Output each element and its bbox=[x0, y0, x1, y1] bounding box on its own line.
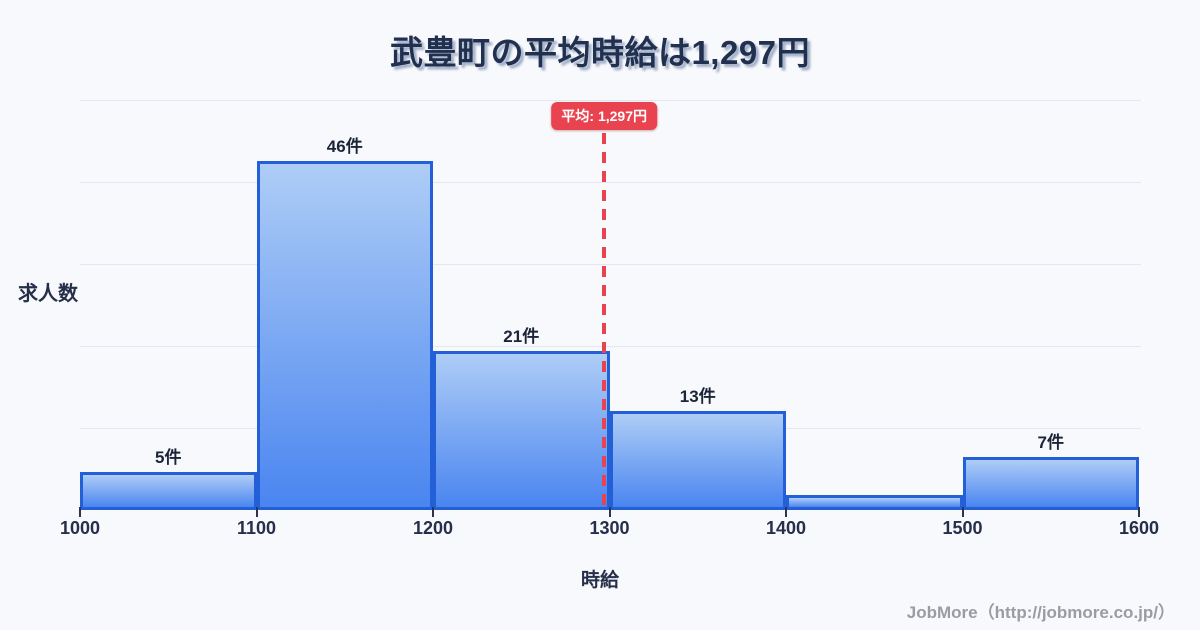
bar-count-label: 13件 bbox=[679, 387, 716, 406]
gridline bbox=[80, 264, 1141, 265]
x-tick-mark bbox=[255, 507, 258, 517]
y-axis-label: 求人数 bbox=[18, 283, 78, 305]
chart-title: 武豊町の平均時給は1,297円 bbox=[389, 34, 811, 71]
footer-credit: JobMore（http://jobmore.co.jp/） bbox=[906, 603, 1175, 622]
average-badge: 平均: 1,297円 bbox=[551, 102, 657, 130]
histogram-bar bbox=[256, 161, 433, 510]
gridline bbox=[80, 182, 1141, 183]
x-tick-label: 1600 bbox=[1118, 518, 1160, 538]
x-tick-mark bbox=[79, 507, 81, 517]
bar-count-label: 21件 bbox=[503, 327, 540, 346]
x-axis-label: 時給 bbox=[580, 570, 619, 591]
x-tick-label: 1500 bbox=[942, 518, 983, 538]
x-tick-label: 1100 bbox=[236, 518, 277, 538]
x-tick-mark bbox=[1138, 507, 1140, 517]
bar-count-label: 46件 bbox=[326, 137, 363, 156]
histogram-bar bbox=[433, 351, 610, 510]
x-tick-label: 1000 bbox=[59, 518, 101, 538]
bar-count-label: 5件 bbox=[155, 448, 182, 467]
histogram-plot: 5件 46件 21件 13件 7件 1000 1100 1200 1300 1400 1500 16… bbox=[60, 100, 1159, 538]
gridline bbox=[80, 100, 1141, 101]
bar-count-label: 7件 bbox=[1037, 433, 1064, 452]
x-tick-mark bbox=[785, 507, 787, 517]
histogram-bar bbox=[962, 457, 1139, 510]
x-tick-mark bbox=[608, 507, 611, 517]
x-tick-label: 1200 bbox=[412, 518, 454, 538]
x-tick-mark bbox=[961, 507, 964, 517]
histogram-bar bbox=[80, 472, 257, 510]
x-tick-label: 1300 bbox=[589, 518, 630, 538]
histogram-bar bbox=[609, 411, 786, 510]
gridline bbox=[80, 346, 1141, 347]
x-tick-mark bbox=[432, 507, 434, 517]
x-tick-label: 1400 bbox=[765, 518, 807, 538]
histogram-bar bbox=[786, 495, 963, 510]
average-line bbox=[602, 133, 607, 510]
